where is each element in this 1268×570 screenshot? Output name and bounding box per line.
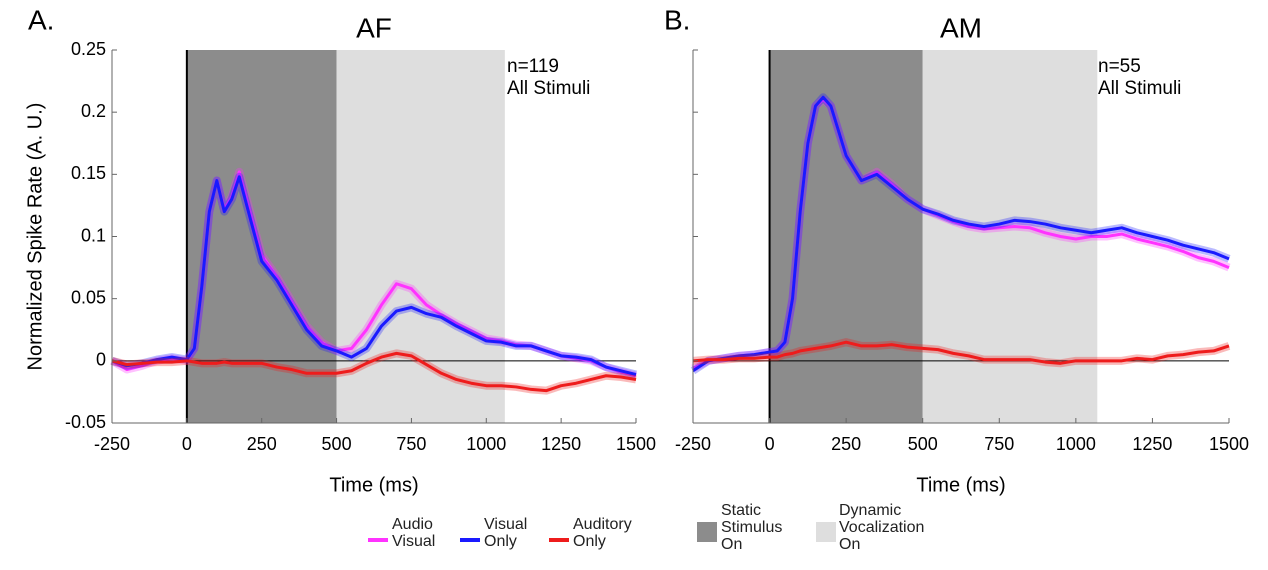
annotation: n=55 <box>1098 56 1141 77</box>
panel-label: B. <box>664 4 690 35</box>
series-line <box>692 95 1230 373</box>
legend-swatch <box>368 538 388 542</box>
series-line <box>111 351 637 393</box>
y-tick-label: 0.05 <box>71 287 106 307</box>
annotation: All Stimuli <box>507 78 590 99</box>
legend-swatch <box>697 522 717 542</box>
x-tick-label: 0 <box>182 434 192 454</box>
annotation: All Stimuli <box>1098 78 1181 99</box>
legend-label: Auditory Only <box>573 516 632 550</box>
y-tick-label: -0.05 <box>65 412 106 432</box>
chart-title: AM <box>940 12 982 43</box>
legend-label: Static Stimulus On <box>721 502 783 553</box>
x-tick-label: 250 <box>831 434 861 454</box>
x-tick-label: 1250 <box>1132 434 1172 454</box>
x-tick-label: 250 <box>247 434 277 454</box>
y-tick-label: 0 <box>96 350 106 370</box>
series-line <box>111 175 637 376</box>
y-tick-label: 0.2 <box>81 101 106 121</box>
x-tick-label: -250 <box>94 434 130 454</box>
stimulus-band <box>769 50 923 423</box>
annotation: n=119 <box>507 56 559 77</box>
y-axis-label: Normalized Spike Rate (A. U.) <box>24 103 46 371</box>
y-tick-label: 0.1 <box>81 225 106 245</box>
x-tick-label: 1000 <box>1056 434 1096 454</box>
x-tick-label: 500 <box>908 434 938 454</box>
x-axis-label: Time (ms) <box>329 474 418 496</box>
series-line <box>692 340 1230 365</box>
legend-label: Dynamic Vocalization On <box>839 502 925 553</box>
y-tick-label: 0.25 <box>71 39 106 59</box>
x-tick-label: 1500 <box>616 434 656 454</box>
x-tick-label: -250 <box>675 434 711 454</box>
x-tick-label: 1250 <box>541 434 581 454</box>
legend-swatch <box>816 522 836 542</box>
x-tick-label: 750 <box>396 434 426 454</box>
legend-swatch <box>549 538 569 542</box>
panel-label: A. <box>28 4 54 35</box>
legend-label: Audio Visual <box>392 516 436 550</box>
x-tick-label: 750 <box>984 434 1014 454</box>
chart: -0.05 0 0.05 0.1 0.15 0.2 0.25 -250 0 250 500 750 10… <box>24 4 1249 496</box>
x-axis-label: Time (ms) <box>916 474 1005 496</box>
y-tick-label: 0.15 <box>71 163 106 183</box>
x-tick-label: 1000 <box>466 434 506 454</box>
legend-label: Visual Only <box>484 516 528 550</box>
x-tick-label: 500 <box>322 434 352 454</box>
chart-title: AF <box>356 12 392 43</box>
x-tick-label: 1500 <box>1209 434 1249 454</box>
x-tick-label: 0 <box>765 434 775 454</box>
legend-swatch <box>460 538 480 542</box>
